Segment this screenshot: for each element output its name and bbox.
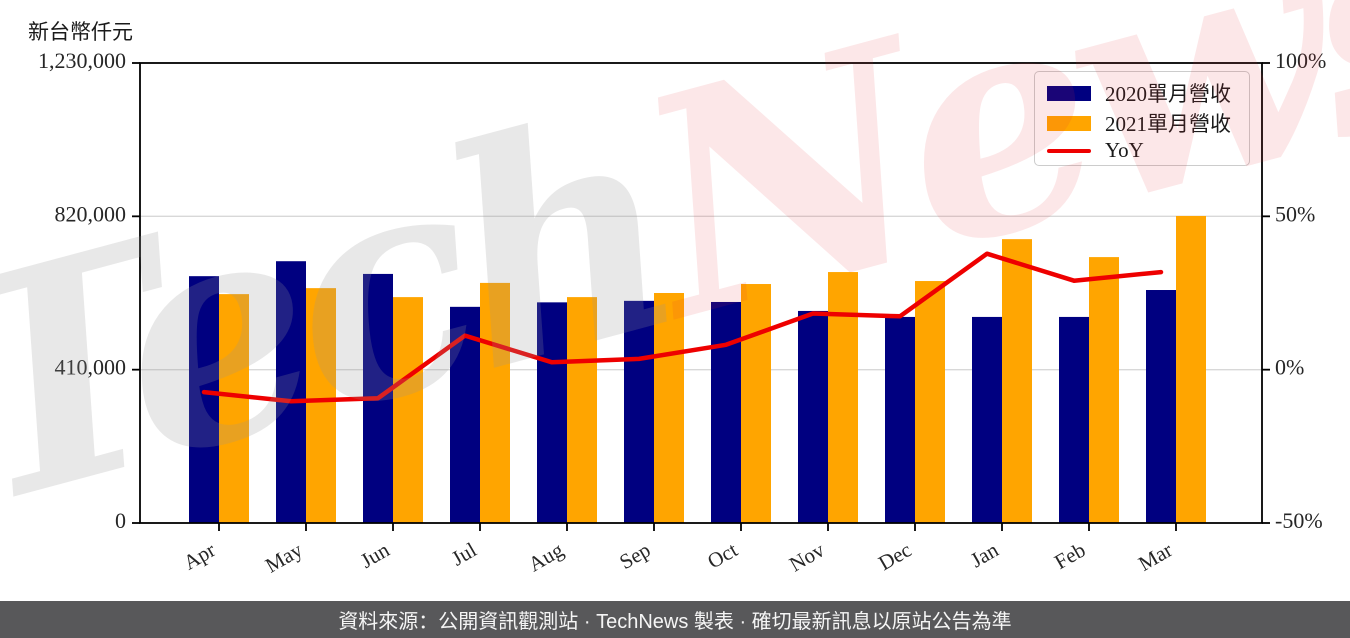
- x-axis-label-Jun: Jun: [356, 537, 394, 573]
- right-axis-label--50%: -50%: [1275, 508, 1323, 533]
- right-axis-label-50%: 50%: [1275, 201, 1315, 226]
- left-axis-label-410,000: 410,000: [55, 355, 127, 380]
- svg-text:Mar: Mar: [1134, 538, 1176, 576]
- left-axis-label-1,230,000: 1,230,000: [38, 48, 126, 73]
- bar-2020-Feb: [1059, 316, 1089, 523]
- y-axis-unit-label: 新台幣仟元: [28, 20, 133, 44]
- svg-text:Jul: Jul: [447, 537, 480, 570]
- bar-2020-Nov: [798, 310, 828, 523]
- legend-yoy-line-icon: [1047, 148, 1091, 153]
- bar-2021-May: [306, 288, 336, 523]
- svg-text:May: May: [261, 537, 307, 577]
- bar-2021-Apr: [219, 294, 249, 523]
- legend-swatch-2020-icon: [1047, 85, 1091, 101]
- svg-text:Jun: Jun: [356, 537, 394, 573]
- chart-legend: 2020單月營收 2021單月營收 YoY: [1034, 71, 1250, 166]
- left-axis-label-0: 0: [115, 508, 126, 533]
- bar-2021-Mar: [1176, 215, 1206, 523]
- source-footer-bar: 資料來源：公開資訊觀測站 · TechNews 製表 · 確切最新訊息以原站公告…: [0, 601, 1350, 638]
- bar-2021-Jun: [393, 297, 423, 523]
- chart-plot-canvas: 0 410,000 820,000 1,230,000 -50% 0% 50% 100% Apr…: [38, 48, 1326, 578]
- bar-2020-Aug: [537, 302, 567, 523]
- bar-2021-Aug: [567, 297, 597, 523]
- svg-text:Oct: Oct: [703, 537, 741, 573]
- plot-border: [139, 62, 1263, 524]
- bar-2021-Dec: [915, 281, 945, 523]
- right-axis-label-100%: 100%: [1275, 48, 1326, 73]
- bar-2020-Mar: [1146, 290, 1176, 523]
- x-axis-label-Jan: Jan: [966, 537, 1003, 572]
- svg-text:Aug: Aug: [524, 537, 568, 576]
- legend-item-2021-revenue: 2021單月營收: [1047, 108, 1249, 138]
- legend-label-2021: 2021單月營收: [1105, 112, 1231, 136]
- bar-2021-Jan: [1002, 239, 1032, 523]
- bar-2020-May: [276, 261, 306, 523]
- svg-text:Nov: Nov: [785, 537, 829, 576]
- x-axis-label-Nov: Nov: [785, 537, 829, 576]
- x-axis-label-May: May: [261, 537, 307, 577]
- x-axis-label-Dec: Dec: [874, 538, 915, 576]
- right-axis-label-0%: 0%: [1275, 355, 1304, 380]
- x-axis-label-Sep: Sep: [615, 538, 654, 575]
- svg-text:Apr: Apr: [179, 538, 219, 575]
- yoy-line: [201, 251, 1164, 404]
- bar-2020-Sep: [624, 300, 654, 523]
- bar-2020-Dec: [885, 316, 915, 523]
- bar-2021-Sep: [654, 293, 684, 523]
- bar-2021-Feb: [1089, 257, 1119, 523]
- source-footer-text: 資料來源：公開資訊觀測站 · TechNews 製表 · 確切最新訊息以原站公告…: [338, 611, 1012, 633]
- svg-text:Feb: Feb: [1050, 538, 1089, 575]
- bar-2021-Jul: [480, 282, 510, 523]
- x-axis-label-Mar: Mar: [1134, 538, 1176, 576]
- x-axis-label-Oct: Oct: [703, 537, 741, 573]
- svg-text:Sep: Sep: [615, 538, 654, 575]
- x-axis-label-Feb: Feb: [1050, 538, 1089, 575]
- legend-label-yoy: YoY: [1105, 138, 1144, 162]
- bar-2020-Oct: [711, 301, 741, 523]
- revenue-chart: 0 410,000 820,000 1,230,000 -50% 0% 50% 100% Apr…: [0, 0, 1350, 578]
- svg-text:Dec: Dec: [874, 538, 915, 576]
- bar-2020-Jan: [972, 316, 1002, 523]
- x-axis-label-Aug: Aug: [524, 537, 568, 576]
- left-axis-label-820,000: 820,000: [55, 201, 127, 226]
- legend-swatch-2021-icon: [1047, 115, 1091, 131]
- legend-label-2020: 2020單月營收: [1105, 82, 1231, 106]
- legend-item-yoy: YoY: [1047, 138, 1249, 163]
- bar-2020-Apr: [189, 276, 219, 523]
- legend-item-2020-revenue: 2020單月營收: [1047, 78, 1249, 108]
- svg-text:Jan: Jan: [966, 537, 1003, 572]
- bar-2021-Oct: [741, 284, 771, 523]
- bar-2021-Nov: [828, 272, 858, 523]
- x-axis-label-Apr: Apr: [179, 538, 219, 575]
- x-axis-label-Jul: Jul: [447, 537, 480, 570]
